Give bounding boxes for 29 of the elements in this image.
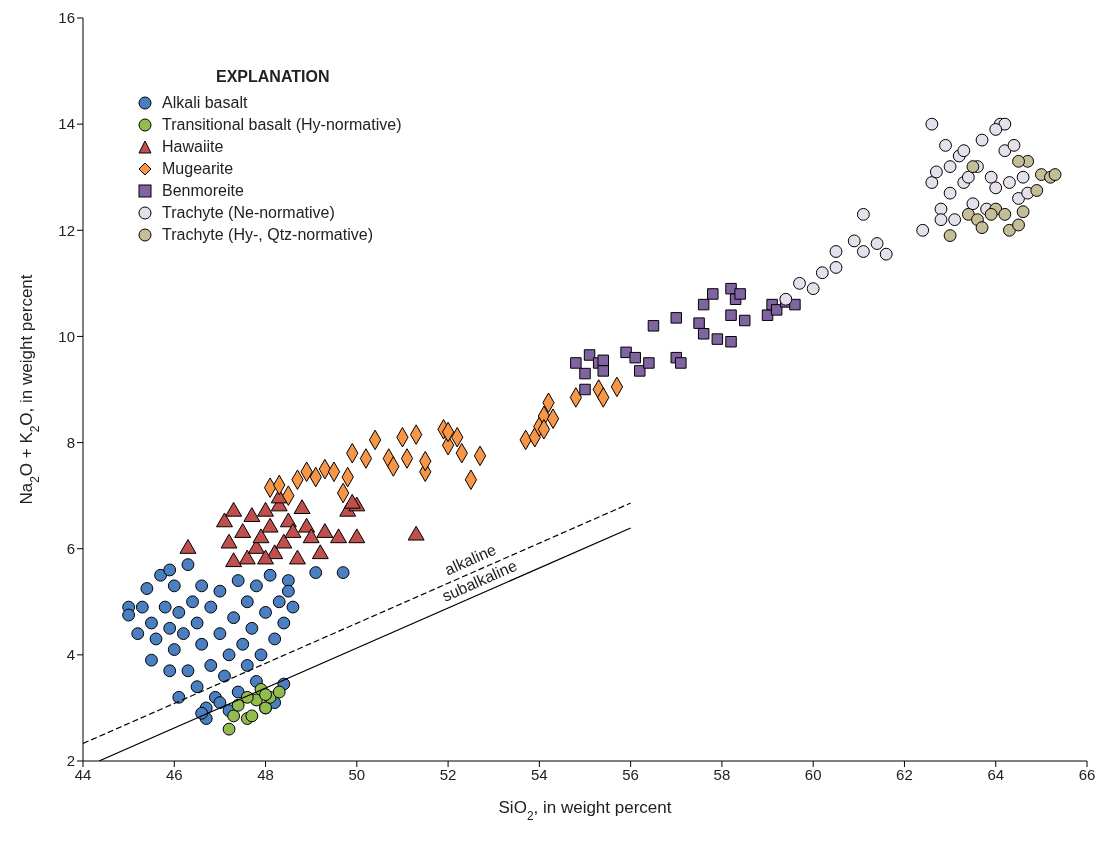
x-tick-label: 52 (439, 765, 457, 783)
legend-label: Hawaiite (162, 138, 224, 156)
x-tick-label: 64 (987, 765, 1005, 783)
y-tick-label: 8 (66, 433, 75, 451)
y-tick-label: 12 (58, 221, 75, 239)
x-tick-label: 48 (257, 765, 274, 783)
y-tick-label: 6 (66, 540, 75, 558)
x-tick-label: 46 (165, 765, 183, 783)
legend-label: Transitional basalt (Hy-normative) (162, 116, 402, 134)
x-tick-label: 44 (74, 765, 92, 783)
x-tick-label: 62 (896, 765, 913, 783)
legend-label: Mugearite (162, 160, 234, 178)
legend-label: Trachyte (Hy-, Qtz-normative) (162, 226, 373, 244)
x-tick-label: 50 (348, 765, 366, 783)
x-tick-label: 54 (531, 765, 548, 783)
legend-label: Trachyte (Ne-normative) (162, 204, 335, 222)
y-tick-label: 16 (58, 9, 75, 27)
x-tick-label: 60 (804, 765, 822, 783)
x-tick-label: 56 (622, 765, 639, 783)
y-tick-label: 14 (58, 115, 75, 133)
legend-title: EXPLANATION (216, 68, 331, 86)
legend-label: Alkali basalt (162, 94, 248, 112)
y-tick-label: 10 (58, 327, 75, 345)
legend-label: Benmoreite (162, 182, 244, 200)
x-tick-label: 58 (713, 765, 731, 783)
x-axis-title: SiO$_{2}$, in weight percent (498, 798, 672, 823)
y-tick-label: 2 (66, 752, 75, 770)
y-tick-label: 4 (66, 646, 75, 664)
x-tick-label: 66 (1078, 765, 1096, 783)
